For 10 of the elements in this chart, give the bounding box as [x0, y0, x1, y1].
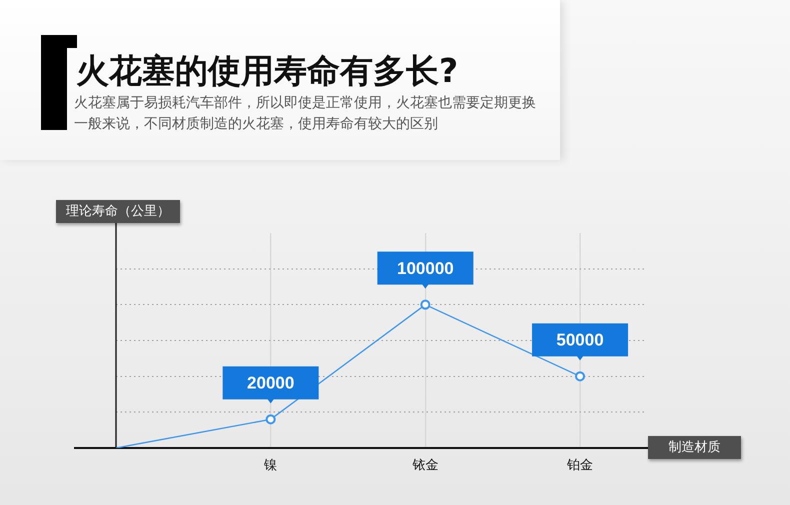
chart-subtitle: 火花塞属于易损耗汽车部件，所以即使是正常使用，火花塞也需要定期更换一般来说，不同材质制造的火花塞，使用寿命有较大的区别: [74, 94, 537, 134]
data-label: 100000: [396, 258, 454, 278]
data-label: 50000: [556, 330, 604, 350]
y-axis-title: 理论寿命（公里）: [56, 200, 180, 223]
x-tick-label: 铂金: [566, 458, 594, 474]
data-label: 20000: [247, 374, 294, 393]
x-tick-label: 铱金: [411, 458, 438, 474]
x-axis-title: 制造材质: [648, 436, 741, 459]
x-tick-label: 镍: [263, 458, 278, 474]
chart-title: 火花塞的使用寿命有多长?: [76, 51, 458, 91]
